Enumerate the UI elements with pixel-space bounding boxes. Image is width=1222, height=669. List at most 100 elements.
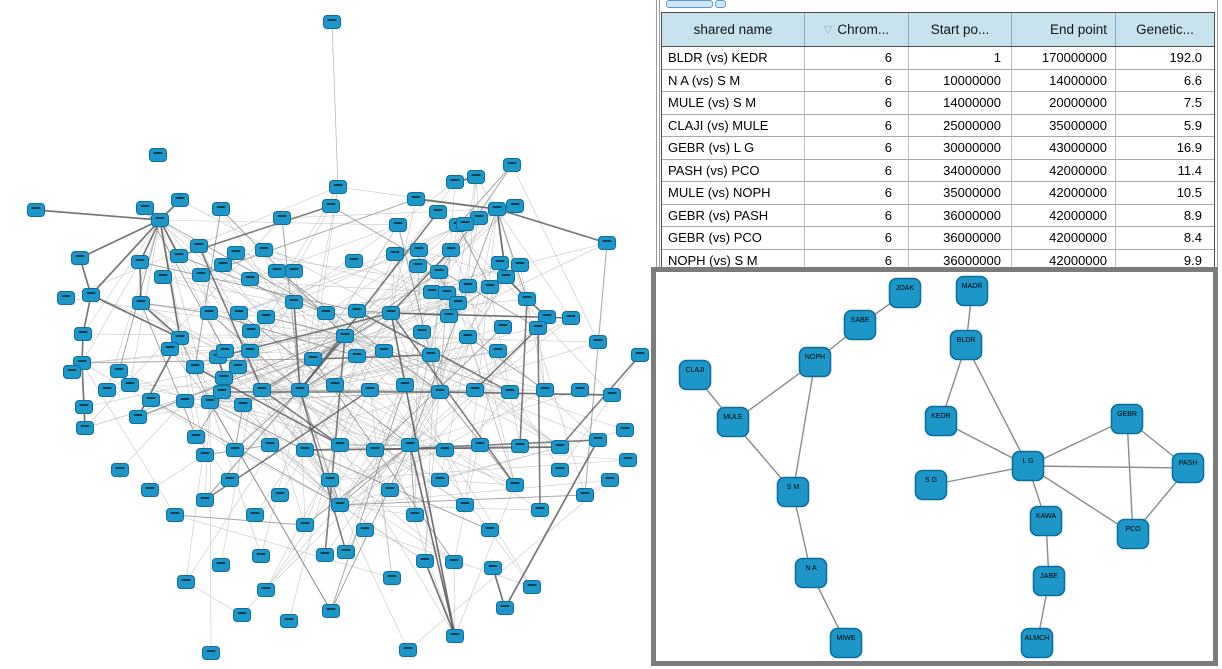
node-MULE[interactable] [716, 406, 750, 438]
network-node[interactable] [562, 311, 580, 325]
network-node[interactable] [98, 383, 116, 397]
network-node[interactable] [442, 243, 460, 257]
network-node[interactable] [215, 371, 233, 385]
network-node[interactable] [317, 306, 335, 320]
node-GEBR[interactable] [1110, 403, 1144, 435]
network-node[interactable] [366, 443, 384, 457]
network-node[interactable] [291, 383, 309, 397]
network-node[interactable] [233, 608, 251, 622]
network-node[interactable] [192, 268, 210, 282]
network-node[interactable] [63, 365, 81, 379]
network-node[interactable] [494, 320, 512, 334]
network-node[interactable] [375, 344, 393, 358]
node-CLAJI[interactable] [678, 359, 712, 391]
node-S-G[interactable] [914, 469, 948, 501]
network-node[interactable] [151, 213, 169, 227]
network-node[interactable] [551, 440, 569, 454]
network-node[interactable] [481, 280, 499, 294]
network-node[interactable] [322, 199, 340, 213]
network-node[interactable] [255, 243, 273, 257]
network-node[interactable] [261, 438, 279, 452]
network-node[interactable] [506, 199, 524, 213]
node-PCO[interactable] [1116, 518, 1150, 550]
network-node[interactable] [406, 508, 424, 522]
network-node[interactable] [422, 348, 440, 362]
network-node[interactable] [71, 251, 89, 265]
network-node[interactable] [196, 493, 214, 507]
network-node[interactable] [511, 439, 529, 453]
network-node[interactable] [456, 498, 474, 512]
network-node[interactable] [571, 383, 589, 397]
node-S-M[interactable] [776, 476, 810, 508]
edge[interactable] [965, 344, 1029, 467]
network-node[interactable] [389, 218, 407, 232]
network-node[interactable] [177, 575, 195, 589]
network-node[interactable] [401, 438, 419, 452]
node-L-G[interactable] [1011, 450, 1045, 482]
table-tab-fragment[interactable] [666, 0, 713, 8]
network-node[interactable] [234, 398, 252, 412]
subnetwork-canvas[interactable]: JOAK MADR SABE NOPH BLDR CLAJI MULE KEDR GEBR L G… [656, 272, 1213, 661]
network-node[interactable] [383, 571, 401, 585]
network-node[interactable] [121, 378, 139, 392]
node-MIWE[interactable] [829, 627, 863, 659]
column-header-4[interactable]: End point [1012, 13, 1116, 46]
table-row[interactable]: MULE (vs) NOPH 6 35000000 42000000 10.5 [662, 181, 1214, 204]
network-node[interactable] [501, 385, 519, 399]
network-node[interactable] [268, 264, 286, 278]
network-node[interactable] [481, 523, 499, 537]
network-node[interactable] [170, 249, 188, 263]
network-node[interactable] [229, 360, 247, 374]
network-node[interactable] [142, 393, 160, 407]
network-node[interactable] [111, 463, 129, 477]
node-PASH[interactable] [1171, 452, 1205, 484]
network-node[interactable] [75, 400, 93, 414]
network-node[interactable] [257, 583, 275, 597]
network-node[interactable] [149, 148, 167, 162]
network-node[interactable] [356, 523, 374, 537]
table-row[interactable]: CLAJI (vs) MULE 6 25000000 35000000 5.9 [662, 113, 1214, 136]
network-node[interactable] [551, 463, 569, 477]
network-node[interactable] [296, 443, 314, 457]
network-node[interactable] [171, 193, 189, 207]
network-node[interactable] [336, 329, 354, 343]
network-node[interactable] [598, 236, 616, 250]
panel-divider[interactable] [656, 0, 657, 267]
edge[interactable] [1027, 465, 1189, 469]
network-node[interactable] [257, 310, 275, 324]
network-node[interactable] [503, 158, 521, 172]
network-node[interactable] [459, 279, 477, 293]
network-node[interactable] [616, 423, 634, 437]
node-NOPH[interactable] [798, 346, 832, 378]
node-SABE[interactable] [843, 309, 877, 341]
network-node[interactable] [110, 364, 128, 378]
network-node[interactable] [213, 385, 231, 399]
network-node[interactable] [445, 555, 463, 569]
network-node[interactable] [456, 217, 474, 231]
column-header-1[interactable]: shared name [662, 13, 805, 46]
network-node[interactable] [271, 488, 289, 502]
network-node[interactable] [409, 259, 427, 273]
edge[interactable] [1126, 418, 1134, 535]
network-node[interactable] [82, 288, 100, 302]
network-node[interactable] [57, 291, 75, 305]
network-node[interactable] [201, 395, 219, 409]
network-node[interactable] [161, 342, 179, 356]
network-node[interactable] [589, 335, 607, 349]
network-node[interactable] [396, 378, 414, 392]
network-node[interactable] [381, 483, 399, 497]
edge[interactable] [1027, 465, 1134, 535]
network-node[interactable] [212, 558, 230, 572]
network-node[interactable] [196, 448, 214, 462]
table-row[interactable]: BLDR (vs) KEDR 6 1 170000000 192.0 [662, 47, 1214, 69]
network-node[interactable] [337, 545, 355, 559]
network-node[interactable] [511, 258, 529, 272]
network-node[interactable] [221, 473, 239, 487]
network-node[interactable] [345, 254, 363, 268]
network-node[interactable] [529, 321, 547, 335]
network-node[interactable] [603, 388, 621, 402]
network-node[interactable] [619, 453, 637, 467]
network-node[interactable] [431, 473, 449, 487]
network-node[interactable] [227, 246, 245, 260]
network-node[interactable] [132, 296, 150, 310]
